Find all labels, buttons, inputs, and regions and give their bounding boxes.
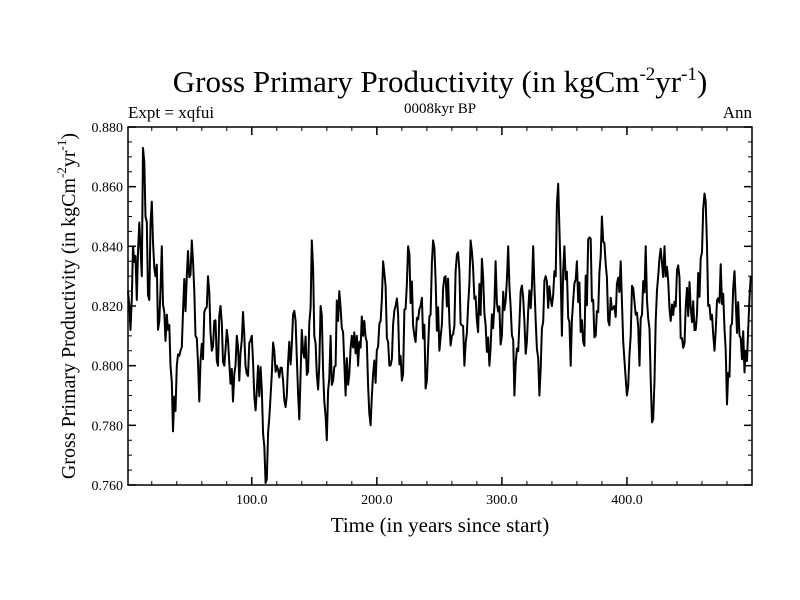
x-tick-label: 400.0 bbox=[611, 493, 643, 508]
x-tick-label: 200.0 bbox=[361, 493, 393, 508]
y-tick-label: 0.860 bbox=[92, 181, 124, 196]
chart-title-main: Gross Primary Productivity (in kgCm bbox=[173, 64, 640, 99]
y-tick-label: 0.840 bbox=[92, 240, 124, 255]
y-tick-label: 0.760 bbox=[92, 479, 124, 494]
y-tick-label: 0.780 bbox=[92, 419, 124, 434]
chart-title-sup2: -1 bbox=[681, 64, 697, 85]
season-label: Ann bbox=[723, 103, 753, 122]
chart-title-close: ) bbox=[697, 64, 707, 99]
y-tick-label: 0.800 bbox=[92, 360, 124, 375]
y-axis-label-sup1: -2 bbox=[54, 167, 69, 178]
x-tick-label: 300.0 bbox=[486, 493, 518, 508]
expt-label: Expt = xqfui bbox=[128, 103, 214, 122]
y-axis-label: Gross Primary Productivity (in kgCm-2yr-… bbox=[54, 133, 80, 479]
gpp-series-line bbox=[127, 146, 753, 484]
y-axis-label-main: Gross Primary Productivity (in kgCm bbox=[58, 178, 80, 480]
y-axis-label-sup2: -1 bbox=[54, 140, 69, 151]
chart-title-yr: yr bbox=[655, 64, 682, 99]
y-axis-label-close: ) bbox=[58, 133, 80, 140]
y-axis: 0.760 0.780 0.800 0.820 0.840 0.860 0.880 bbox=[92, 121, 752, 494]
chart-title: Gross Primary Productivity (in kgCm-2yr-… bbox=[173, 64, 708, 99]
x-axis: 100.0 200.0 300.0 400.0 bbox=[151, 127, 728, 508]
y-tick-label: 0.820 bbox=[92, 300, 124, 315]
y-axis-label-yr: yr bbox=[58, 150, 80, 167]
plot-frame bbox=[127, 126, 753, 486]
y-tick-label: 0.880 bbox=[92, 121, 124, 136]
chart-title-sup1: -2 bbox=[639, 64, 655, 85]
x-tick-label: 100.0 bbox=[236, 493, 268, 508]
x-axis-label: Time (in years since start) bbox=[331, 513, 550, 537]
period-label: 0008kyr BP bbox=[404, 101, 476, 117]
